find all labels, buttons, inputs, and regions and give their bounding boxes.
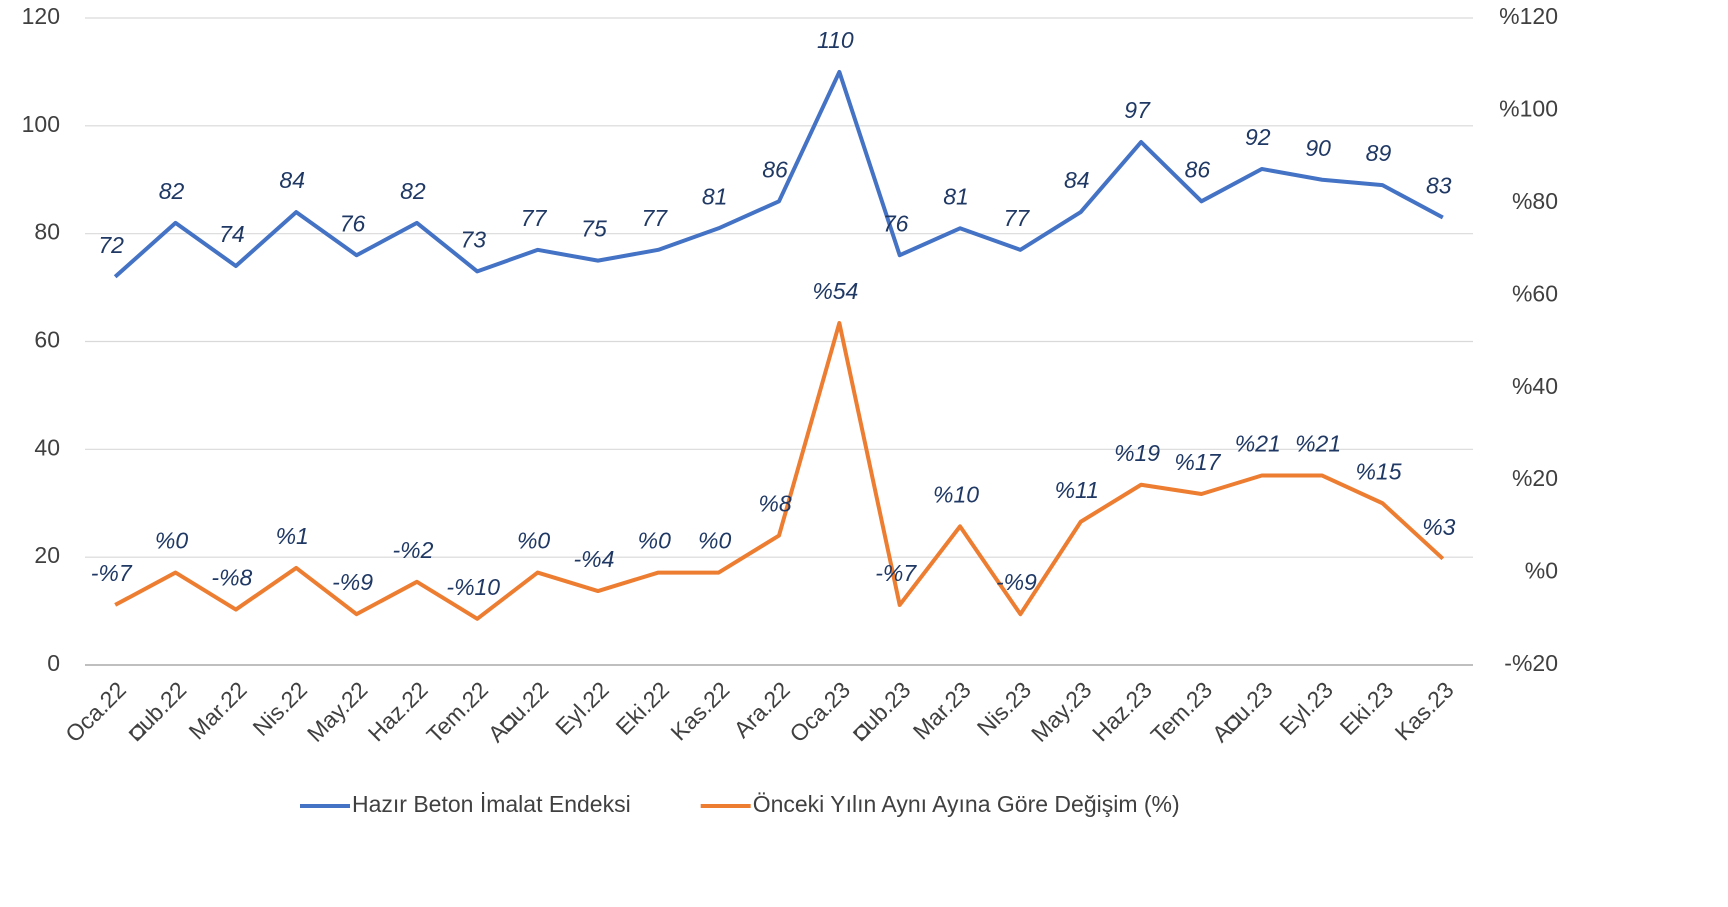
y2-tick-label: %120	[1499, 3, 1558, 29]
data-label: %21	[1295, 431, 1341, 457]
data-label: %0	[698, 528, 731, 554]
data-label: -%7	[875, 560, 917, 586]
x-tick-label: May.23	[1026, 676, 1097, 747]
y2-tick-label: %60	[1512, 280, 1558, 306]
data-label: 72	[98, 232, 124, 258]
data-label: %0	[155, 528, 188, 554]
data-label: -%8	[211, 565, 252, 591]
data-label: 83	[1426, 173, 1452, 199]
data-label: %17	[1174, 449, 1221, 475]
data-label: 75	[581, 216, 607, 242]
data-label: 82	[400, 178, 426, 204]
x-tick-label: Mar.23	[908, 676, 976, 744]
y2-tick-label: %100	[1499, 96, 1558, 122]
data-label: 81	[702, 183, 728, 209]
data-label: %10	[933, 481, 979, 507]
data-label: -%10	[446, 574, 500, 600]
x-tick-label: Haz.22	[363, 676, 433, 746]
data-label: -%9	[996, 569, 1037, 595]
x-tick-label: Ara.22	[729, 676, 795, 742]
y2-tick-label: %0	[1525, 558, 1558, 584]
x-tick-label: ◘ub.23	[847, 676, 916, 745]
data-label: 76	[883, 210, 909, 236]
data-label: %15	[1355, 458, 1401, 484]
data-label: %21	[1235, 431, 1281, 457]
data-label: 86	[1185, 156, 1211, 182]
x-tick-label: Eyl.22	[550, 676, 614, 740]
y2-tick-label: %40	[1512, 373, 1558, 399]
data-label: 73	[460, 226, 486, 252]
data-label: 77	[521, 205, 548, 231]
y-tick-label: 0	[47, 650, 60, 676]
x-tick-label: Tem.23	[1146, 676, 1218, 748]
x-tick-label: Tem.22	[421, 676, 493, 748]
data-label: %19	[1114, 440, 1160, 466]
x-tick-label: Eki.23	[1335, 676, 1399, 740]
y-tick-label: 80	[34, 219, 60, 245]
data-label: 84	[279, 167, 305, 193]
y-tick-label: 20	[34, 542, 60, 568]
legend-label: Önceki Yılın Aynı Ayına Göre Değişim (%)	[753, 791, 1180, 817]
data-label: 82	[159, 178, 185, 204]
data-label: 81	[943, 183, 969, 209]
data-label: %3	[1422, 514, 1455, 540]
x-tick-label: Haz.23	[1087, 676, 1157, 746]
data-label: -%9	[332, 569, 373, 595]
data-label: 97	[1124, 97, 1151, 123]
data-label: %8	[758, 491, 791, 517]
data-label: %54	[812, 278, 858, 304]
y2-tick-label: %80	[1512, 188, 1558, 214]
y-tick-label: 60	[34, 327, 60, 353]
x-tick-label: May.22	[302, 676, 373, 747]
x-tick-label: Oca.23	[784, 676, 855, 747]
series-line	[114, 321, 1445, 621]
data-label: 76	[340, 210, 366, 236]
x-tick-label: Kas.23	[1390, 676, 1459, 745]
x-tick-label: Kas.22	[665, 676, 734, 745]
data-label: -%7	[91, 560, 133, 586]
x-tick-label: ◘ub.22	[122, 676, 191, 745]
data-label: 74	[219, 221, 245, 247]
y-tick-label: 40	[34, 434, 60, 460]
y-tick-label: 120	[22, 3, 60, 29]
data-label: -%2	[392, 537, 433, 563]
x-tick-label: Eyl.23	[1274, 676, 1338, 740]
data-label: -%4	[574, 546, 615, 572]
y-tick-label: 100	[22, 111, 60, 137]
y2-tick-label: %20	[1512, 465, 1558, 491]
data-label: %11	[1055, 477, 1099, 503]
data-label: 90	[1305, 135, 1331, 161]
x-tick-label: Nis.22	[248, 676, 312, 740]
data-label: 86	[762, 156, 788, 182]
x-tick-label: Mar.22	[184, 676, 252, 744]
data-label: 77	[1004, 205, 1031, 231]
x-tick-label: A◘u.23	[1207, 676, 1278, 747]
data-label: 110	[817, 27, 854, 53]
series-line	[113, 69, 1444, 279]
data-label: %0	[638, 528, 671, 554]
x-tick-label: Nis.23	[972, 676, 1036, 740]
x-tick-label: Eki.22	[611, 676, 675, 740]
data-label: 84	[1064, 167, 1090, 193]
x-tick-label: A◘u.22	[483, 676, 554, 747]
y2-tick-label: -%20	[1504, 650, 1558, 676]
x-tick-label: Oca.22	[60, 676, 131, 747]
data-label: 89	[1366, 140, 1392, 166]
data-label: 77	[642, 205, 669, 231]
data-label: %0	[517, 528, 550, 554]
data-label: 92	[1245, 124, 1271, 150]
legend-label: Hazır Beton İmalat Endeksi	[352, 791, 631, 817]
data-label: %1	[276, 523, 309, 549]
